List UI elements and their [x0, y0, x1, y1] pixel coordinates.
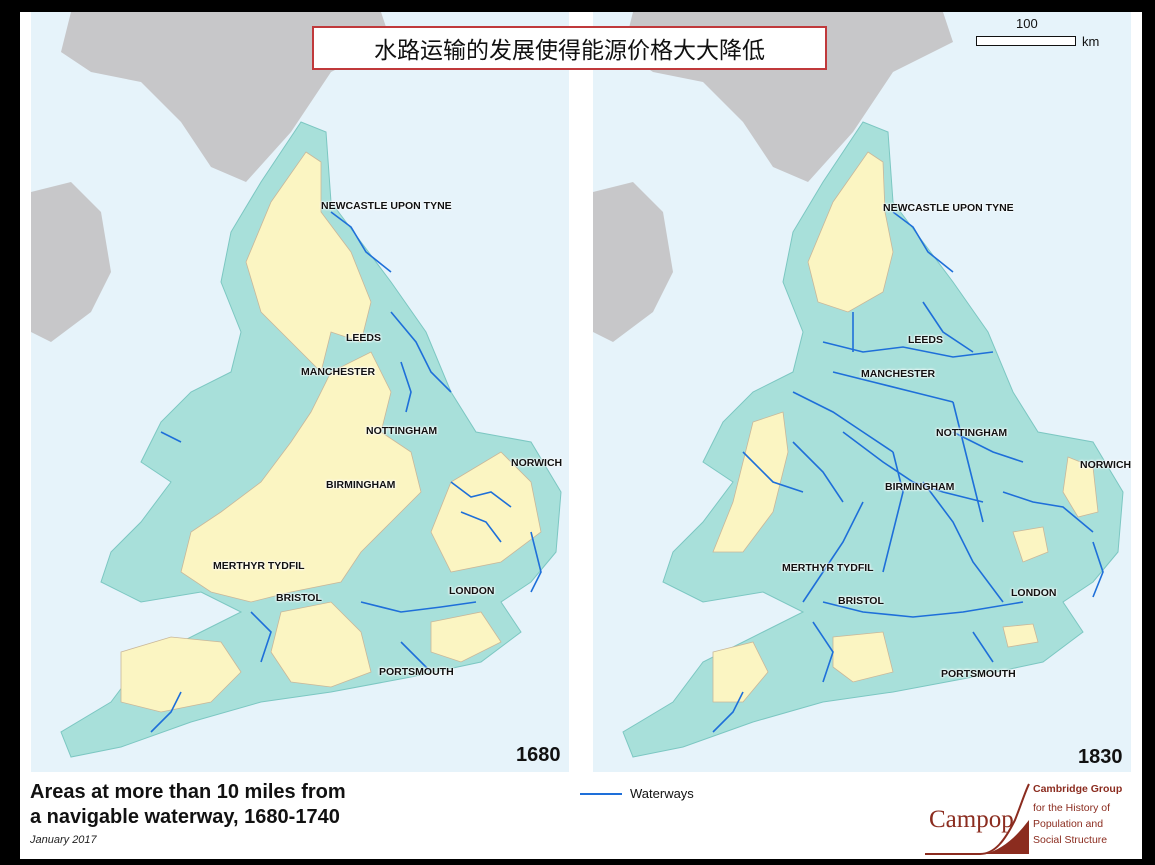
city-label: MERTHYR TYDFIL	[213, 560, 305, 572]
caption: Areas at more than 10 miles from a navig…	[30, 780, 346, 846]
far-area-midlands	[180, 351, 422, 603]
logo-line-1: Cambridge Group	[1033, 783, 1123, 795]
scale-value: 100	[1016, 16, 1038, 31]
logo-line-3: Population and	[1033, 818, 1104, 830]
scotland-land	[61, 12, 391, 182]
city-label: NEWCASTLE UPON TYNE	[321, 200, 452, 212]
far-area-south	[270, 601, 372, 688]
city-label: NEWCASTLE UPON TYNE	[883, 202, 1014, 214]
year-label: 1830	[1078, 746, 1123, 768]
city-label: NOTTINGHAM	[936, 427, 1008, 439]
caption-line-2: a navigable waterway, 1680-1740	[30, 806, 340, 828]
caption-date: January 2017	[30, 834, 97, 846]
caption-line-1: Areas at more than 10 miles from	[30, 781, 346, 803]
logo-line-2: for the History of	[1033, 802, 1111, 814]
city-label: NOTTINGHAM	[366, 425, 438, 437]
slide-title: 水路运输的发展使得能源价格大大降低	[312, 26, 827, 70]
city-label: MERTHYR TYDFIL	[782, 562, 874, 574]
city-label: LEEDS	[346, 332, 382, 344]
far-area-essex	[1012, 526, 1049, 563]
far-area-southwest	[120, 636, 242, 713]
legend: Waterways	[580, 786, 694, 801]
figure: NEWCASTLE UPON TYNE LEEDS MANCHESTER NOT…	[20, 12, 1142, 859]
far-area-north	[245, 151, 372, 373]
logo-lines: for the History of Population and Social…	[1033, 800, 1110, 848]
city-label: MANCHESTER	[861, 368, 936, 380]
city-label: PORTSMOUTH	[941, 668, 1016, 680]
scale-bar-graphic	[976, 36, 1076, 46]
legend-label: Waterways	[630, 786, 694, 801]
far-area-southeast	[430, 611, 502, 663]
far-area-east	[1062, 456, 1099, 518]
far-area-east	[430, 451, 542, 573]
city-label: MANCHESTER	[301, 366, 376, 378]
map-1830: NEWCASTLE UPON TYNE LEEDS MANCHESTER NOT…	[593, 12, 1131, 772]
far-area-south	[832, 631, 894, 683]
city-label: NORWICH	[511, 457, 563, 469]
city-label: LEEDS	[908, 334, 944, 346]
logo-graphic	[925, 783, 1030, 855]
ireland-land	[31, 182, 111, 342]
far-area-wales	[712, 411, 789, 553]
scale-unit: km	[1082, 34, 1100, 49]
city-label: BIRMINGHAM	[326, 479, 396, 491]
city-label: BIRMINGHAM	[885, 481, 955, 493]
waterways-1680	[150, 211, 542, 733]
city-label: PORTSMOUTH	[379, 666, 454, 678]
map-1680-graphic	[31, 12, 562, 758]
logo-wordmark: Campop	[929, 806, 1014, 833]
map-1830-graphic	[593, 12, 1124, 758]
far-area-north	[807, 151, 894, 313]
map-1680: NEWCASTLE UPON TYNE LEEDS MANCHESTER NOT…	[31, 12, 569, 772]
city-label: BRISTOL	[276, 592, 322, 604]
waterway-swatch	[580, 792, 622, 795]
far-area-southwest	[712, 641, 769, 703]
waterways-1830	[712, 211, 1104, 733]
logo-line-4: Social Structure	[1033, 834, 1108, 846]
scale-bar: 100 km	[976, 16, 1126, 56]
city-label: LONDON	[1011, 587, 1057, 599]
far-area-southeast	[1002, 623, 1039, 648]
city-label: NORWICH	[1080, 459, 1131, 471]
year-label: 1680	[516, 744, 561, 766]
ireland-land	[593, 182, 673, 342]
city-label: LONDON	[449, 585, 495, 597]
campop-logo: Campop Cambridge Group for the History o…	[925, 780, 1135, 856]
city-label: BRISTOL	[838, 595, 884, 607]
